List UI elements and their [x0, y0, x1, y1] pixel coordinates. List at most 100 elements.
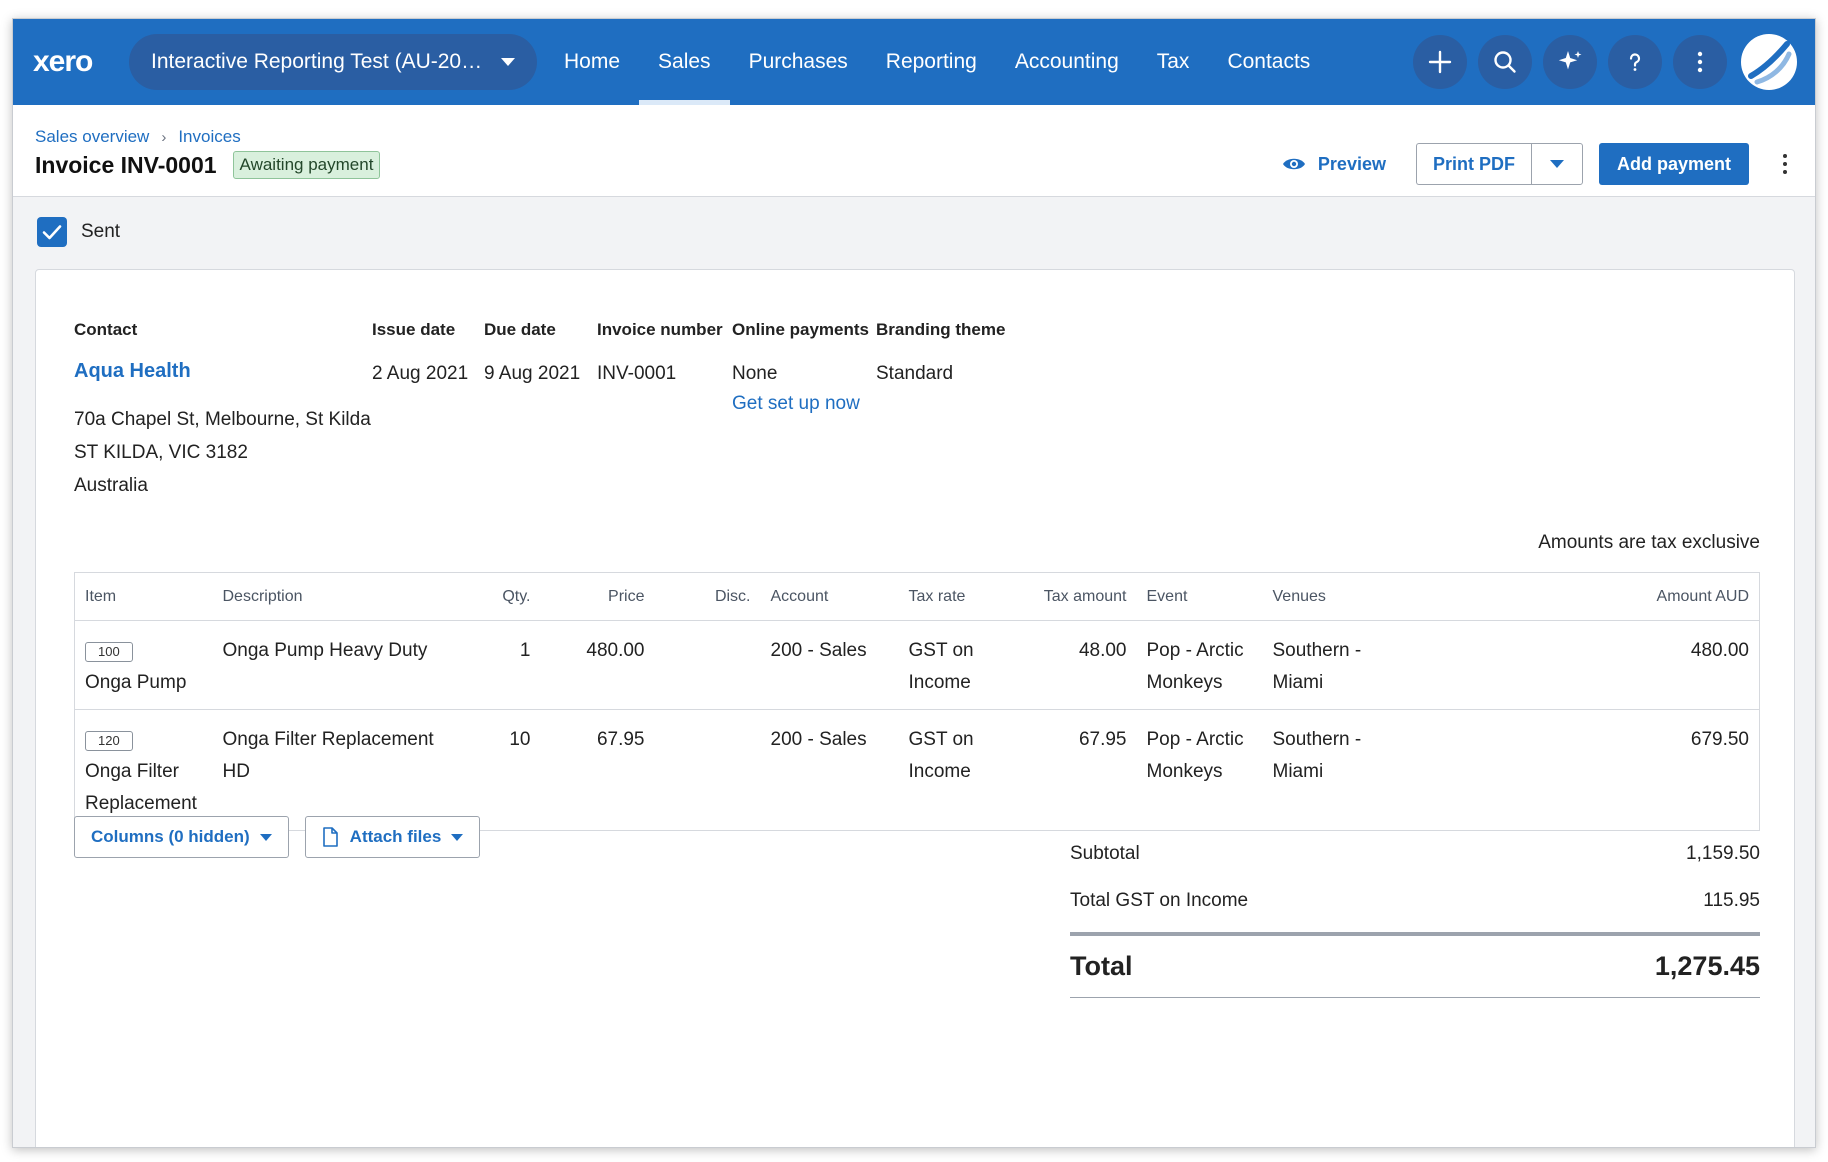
venue-cell: Southern - Miami [1262, 620, 1381, 710]
more-icon[interactable] [1673, 35, 1727, 89]
nav-reporting[interactable]: Reporting [885, 50, 977, 73]
nav-home[interactable]: Home [564, 50, 621, 73]
col-event: Event [1136, 572, 1263, 621]
contact-section: Contact Aqua Health 70a Chapel St, Melbo… [74, 320, 371, 502]
page-title: Invoice INV-0001 [35, 151, 217, 178]
item-cell: 120 Onga Filter Replacement [75, 710, 213, 831]
contact-name-link[interactable]: Aqua Health [74, 360, 191, 382]
venue-cell: Southern - Miami [1272, 729, 1362, 782]
due-date-value: 9 Aug 2021 [484, 363, 581, 384]
nav-contacts[interactable]: Contacts [1227, 50, 1311, 73]
page-header: Sales overview › Invoices Invoice INV-00… [13, 105, 1815, 197]
qty-cell: 1 [470, 620, 541, 710]
gst-label: Total GST on Income [1070, 889, 1249, 911]
description-cell: Onga Filter Replacement HD [222, 729, 434, 782]
disc-cell [654, 620, 761, 710]
tax-note: Amounts are tax exclusive [1538, 532, 1760, 553]
eye-icon [1282, 158, 1305, 170]
subtotal-row: Subtotal 1,159.50 [1070, 830, 1760, 877]
app-window: xero Interactive Reporting Test (AU-20… … [12, 18, 1816, 1148]
preview-button[interactable]: Preview [1282, 154, 1386, 175]
invoice-number-value: INV-0001 [597, 363, 677, 384]
disc-cell [655, 710, 761, 831]
account-cell: 200 - Sales [770, 729, 867, 750]
help-icon[interactable] [1608, 35, 1662, 89]
col-description: Description [212, 572, 471, 621]
plus-icon[interactable] [1413, 35, 1467, 89]
preview-label: Preview [1317, 153, 1386, 174]
line-items-table: Item Description Qty. Price Disc. Accoun… [74, 572, 1760, 831]
print-split-button: Print PDF [1415, 143, 1583, 185]
search-icon[interactable] [1478, 35, 1532, 89]
col-account: Account [760, 572, 899, 621]
status-badge: Awaiting payment [232, 151, 381, 179]
breadcrumb-invoices[interactable]: Invoices [178, 127, 241, 146]
print-pdf-button[interactable]: Print PDF [1415, 143, 1531, 185]
issue-date-value: 2 Aug 2021 [372, 363, 469, 384]
branding-theme-heading: Branding theme [876, 320, 1006, 339]
nav-accounting[interactable]: Accounting [1014, 50, 1119, 73]
issue-date-section: Issue date 2 Aug 2021 [372, 320, 468, 386]
chevron-down-icon [1549, 160, 1564, 168]
item-cell: 100 Onga Pump [74, 620, 213, 710]
address-line: Australia [74, 475, 148, 496]
org-name: Interactive Reporting Test (AU-20… [151, 50, 483, 73]
add-payment-button[interactable]: Add payment [1598, 143, 1749, 185]
branding-theme-section: Branding theme Standard [876, 320, 1005, 386]
columns-button[interactable]: Columns (0 hidden) [74, 816, 289, 858]
col-qty: Qty. [470, 572, 541, 621]
sparkle-icon[interactable] [1543, 35, 1597, 89]
table-header-row: Item Description Qty. Price Disc. Accoun… [74, 572, 1760, 621]
sent-checkbox[interactable] [37, 217, 67, 247]
chevron-right-icon: › [161, 128, 167, 146]
gst-row: Total GST on Income 115.95 [1070, 877, 1760, 924]
avatar[interactable] [1741, 34, 1797, 90]
invoice-number-heading: Invoice number [597, 320, 723, 339]
item-code: 100 [85, 642, 133, 662]
print-options-button[interactable] [1530, 143, 1583, 185]
tax-rate-cell: GST on Income [898, 620, 1009, 710]
totals-section: Subtotal 1,159.50 Total GST on Income 11… [1070, 830, 1760, 998]
attach-files-button[interactable]: Attach files [304, 816, 481, 858]
chevron-down-icon [501, 58, 515, 66]
col-amount: Amount AUD [1380, 572, 1760, 621]
chevron-down-icon [259, 833, 272, 841]
chevron-down-icon [451, 833, 464, 841]
total-label: Total [1070, 951, 1133, 981]
nav-links: Home Sales Purchases Reporting Accountin… [545, 19, 1329, 105]
col-disc: Disc. [654, 572, 761, 621]
address-line: ST KILDA, VIC 3182 [74, 442, 248, 463]
breadcrumb-sales-overview[interactable]: Sales overview [35, 127, 150, 146]
attach-files-label: Attach files [349, 827, 442, 846]
due-date-section: Due date 9 Aug 2021 [484, 320, 580, 386]
nav-sales[interactable]: Sales [639, 19, 730, 105]
columns-label: Columns (0 hidden) [91, 827, 250, 846]
col-tax-amount: Tax amount [1008, 572, 1137, 621]
tax-amount-cell: 67.95 [1078, 729, 1127, 750]
description-cell: Onga Pump Heavy Duty [212, 620, 471, 710]
total-value: 1,275.45 [1654, 951, 1760, 981]
table-row[interactable]: 100 Onga Pump Onga Pump Heavy Duty 1 480… [74, 620, 1760, 710]
check-icon [42, 225, 62, 240]
qty-cell: 10 [509, 729, 531, 750]
item-code: 120 [85, 731, 133, 751]
xero-logo[interactable]: xero [33, 45, 93, 78]
col-tax-rate: Tax rate [898, 572, 1009, 621]
due-date-heading: Due date [484, 320, 556, 339]
invoice-number-section: Invoice number INV-0001 [597, 320, 723, 386]
nav-icons [1402, 34, 1797, 90]
table-actions: Columns (0 hidden) Attach files [74, 816, 496, 858]
amount-cell: 480.00 [1380, 620, 1760, 710]
total-row: Total 1,275.45 [1070, 932, 1760, 998]
get-set-up-link[interactable]: Get set up now [732, 393, 860, 414]
price-cell: 480.00 [540, 620, 655, 710]
sent-row: Sent [37, 217, 120, 247]
nav-tax[interactable]: Tax [1156, 50, 1190, 73]
nav-purchases[interactable]: Purchases [748, 50, 848, 73]
table-row[interactable]: 120 Onga Filter Replacement Onga Filter … [75, 710, 1760, 831]
item-name: Onga Pump [85, 672, 187, 693]
org-switcher[interactable]: Interactive Reporting Test (AU-20… [129, 34, 537, 90]
event-cell: Pop - Arctic Monkeys [1146, 729, 1244, 782]
more-options-icon[interactable] [1775, 144, 1795, 184]
online-payments-heading: Online payments [732, 320, 869, 339]
